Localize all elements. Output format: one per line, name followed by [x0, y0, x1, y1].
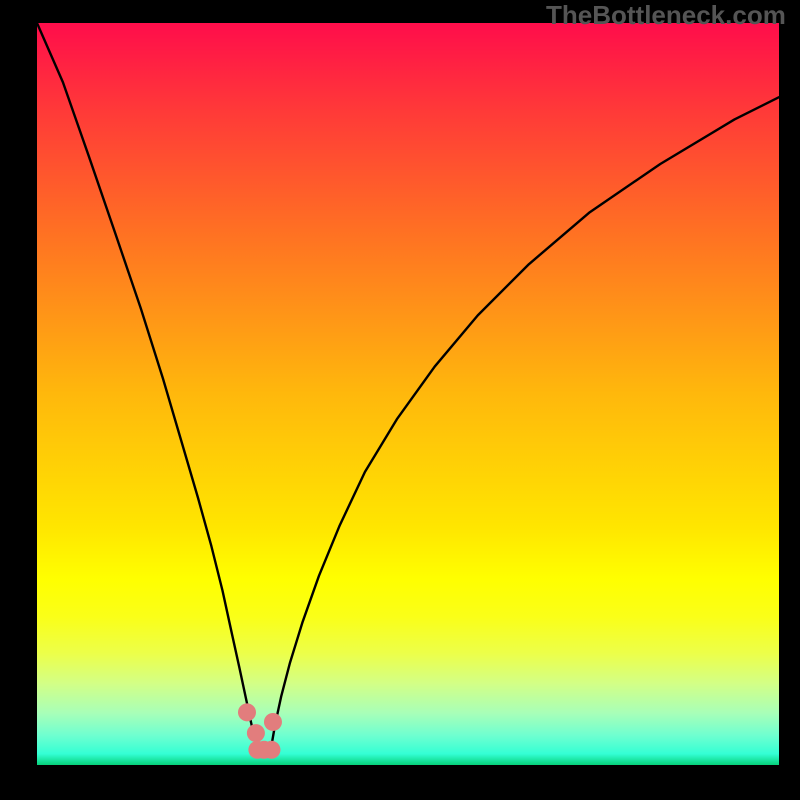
gradient-background [37, 23, 779, 765]
bottleneck-chart [37, 23, 779, 765]
data-marker [238, 703, 256, 721]
data-marker [262, 741, 280, 759]
data-marker [264, 713, 282, 731]
chart-container [37, 23, 779, 765]
watermark-label: TheBottleneck.com [546, 0, 786, 31]
data-marker [247, 724, 265, 742]
